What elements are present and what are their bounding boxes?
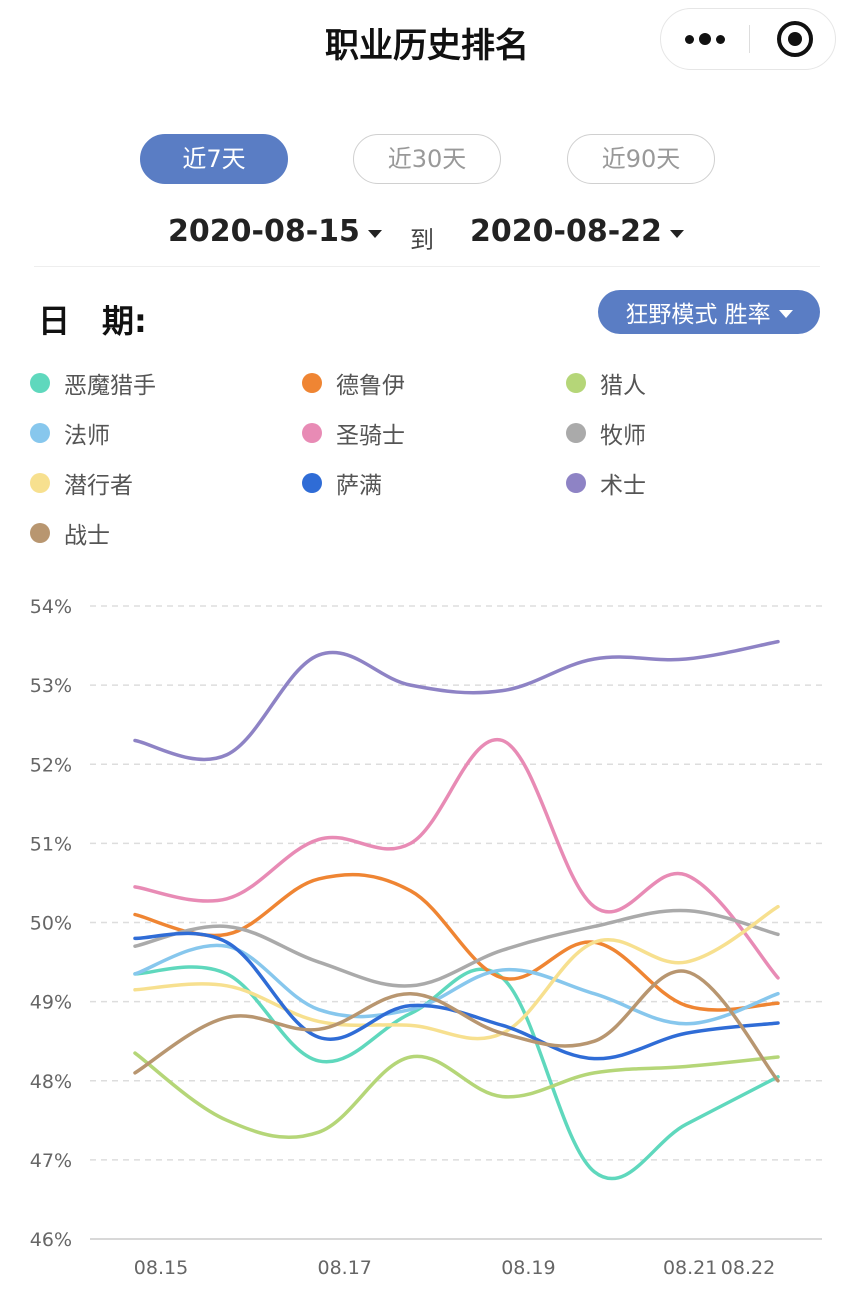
y-tick-label: 52%: [30, 754, 72, 776]
page-title: 职业历史排名: [325, 26, 529, 66]
y-tick-label: 51%: [30, 833, 72, 855]
mode-dropdown[interactable]: 狂野模式 胜率: [598, 290, 820, 334]
x-tick-label: 08.21: [663, 1257, 717, 1279]
legend-item[interactable]: 德鲁伊: [302, 364, 405, 402]
x-tick-label: 08.19: [501, 1257, 555, 1279]
chevron-down-icon: [367, 229, 382, 238]
legend-item[interactable]: 战士: [30, 514, 110, 552]
legend-label: 猎人: [600, 373, 646, 399]
legend-item[interactable]: 潜行者: [30, 464, 133, 502]
legend-label: 战士: [64, 523, 110, 549]
chevron-down-icon: [669, 229, 684, 238]
mini-program-capsule: [660, 8, 836, 70]
series-line: [133, 931, 780, 1061]
date-range-separator: 到: [410, 226, 434, 254]
chart-grid: [90, 605, 822, 1240]
legend-item[interactable]: 萨满: [302, 464, 382, 502]
tab-90-days[interactable]: 近90天: [567, 134, 715, 184]
capsule-divider: [749, 25, 750, 53]
end-date-value: 2020-08-22: [470, 214, 662, 249]
x-tick-label: 08.22: [721, 1257, 775, 1279]
legend-label: 法师: [64, 423, 110, 449]
legend-label: 牧师: [600, 423, 646, 449]
legend-label: 恶魔猎手: [64, 373, 156, 399]
legend-item[interactable]: 猎人: [566, 364, 646, 402]
series-line: [133, 904, 780, 1041]
legend-dot-icon: [30, 423, 50, 443]
start-date-picker[interactable]: 2020-08-15: [168, 214, 382, 249]
legend-label: 德鲁伊: [336, 373, 405, 399]
chart-series: [133, 639, 780, 1181]
series-line: [133, 639, 780, 762]
x-tick-label: 08.17: [318, 1257, 372, 1279]
y-tick-label: 46%: [30, 1229, 72, 1251]
title-bar: 职业历史排名: [0, 0, 854, 80]
x-tick-label: 08.15: [134, 1257, 188, 1279]
series-line: [133, 908, 780, 988]
date-label: 日 期:: [38, 302, 147, 340]
legend-item[interactable]: 恶魔猎手: [30, 364, 156, 402]
y-tick-label: 47%: [30, 1150, 72, 1172]
mode-dropdown-label: 狂野模式 胜率: [625, 302, 771, 328]
y-tick-label: 49%: [30, 992, 72, 1014]
y-tick-label: 48%: [30, 1071, 72, 1093]
tab-7-days[interactable]: 近7天: [140, 134, 288, 184]
legend-item[interactable]: 法师: [30, 414, 110, 452]
tab-30-days[interactable]: 近30天: [353, 134, 501, 184]
series-line: [133, 872, 780, 1012]
legend-dot-icon: [302, 473, 322, 493]
y-axis-ticks: 46% 47% 48% 49% 50% 51% 52% 53% 54%: [30, 596, 72, 1251]
legend-dot-icon: [30, 373, 50, 393]
legend-dot-icon: [302, 373, 322, 393]
end-date-picker[interactable]: 2020-08-22: [470, 214, 684, 249]
legend-dot-icon: [566, 373, 586, 393]
legend-dot-icon: [30, 523, 50, 543]
y-tick-label: 53%: [30, 675, 72, 697]
y-tick-label: 50%: [30, 913, 72, 935]
legend-dot-icon: [566, 473, 586, 493]
legend-item[interactable]: 术士: [566, 464, 646, 502]
x-axis-ticks: 08.15 08.17 08.19 08.21 08.22: [134, 1257, 775, 1279]
legend-item[interactable]: 圣骑士: [302, 414, 405, 452]
legend-label: 萨满: [336, 473, 382, 499]
series-line: [133, 737, 780, 980]
series-line: [133, 1051, 780, 1140]
more-menu-icon[interactable]: [661, 9, 749, 69]
legend-dot-icon: [566, 423, 586, 443]
close-target-icon[interactable]: [777, 21, 813, 57]
legend-label: 术士: [600, 473, 646, 499]
y-tick-label: 54%: [30, 596, 72, 618]
section-divider: [34, 266, 820, 267]
legend-label: 圣骑士: [336, 423, 405, 449]
legend-dot-icon: [30, 473, 50, 493]
legend-dot-icon: [302, 423, 322, 443]
chevron-down-icon: [778, 310, 793, 318]
legend-label: 潜行者: [64, 473, 133, 499]
legend-item[interactable]: 牧师: [566, 414, 646, 452]
series-line: [133, 965, 780, 1181]
series-line: [133, 969, 780, 1083]
start-date-value: 2020-08-15: [168, 214, 360, 249]
line-chart: 46%47%48%49%50%51%52%53%54% 08.15 08.17 08…: [30, 596, 822, 1279]
